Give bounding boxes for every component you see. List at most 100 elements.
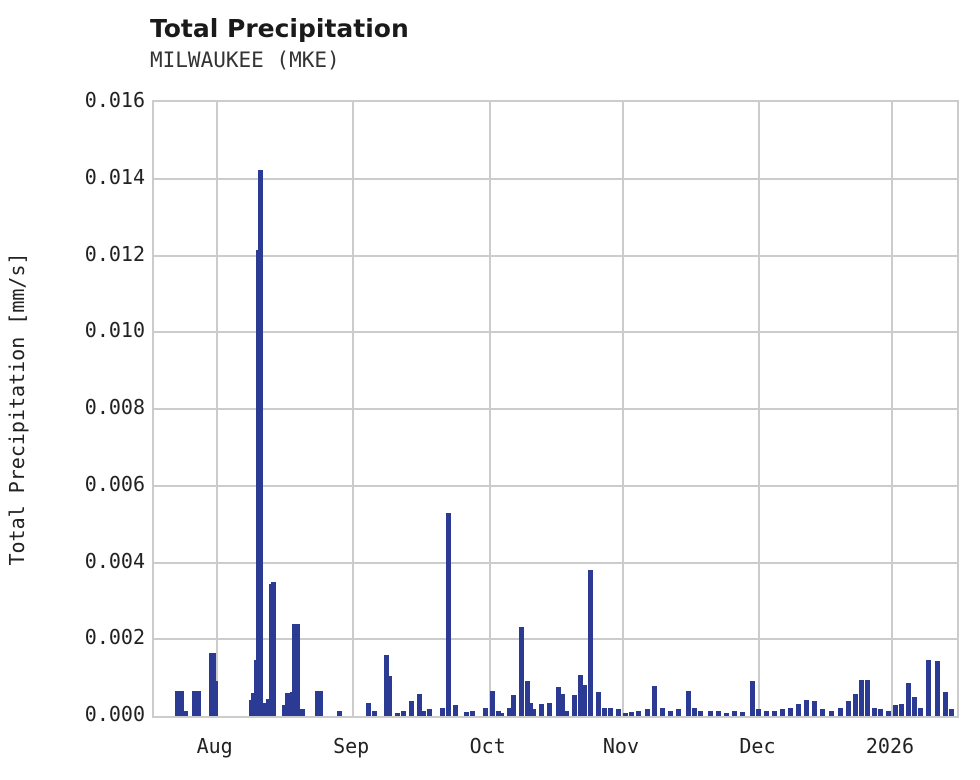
bar	[409, 701, 415, 716]
bar	[401, 711, 407, 716]
bar	[417, 693, 423, 716]
y-tick-label: 0.008	[84, 395, 145, 419]
bar	[602, 708, 608, 716]
bar	[191, 691, 197, 716]
y-tick-label: 0.004	[84, 548, 145, 573]
bar	[174, 691, 180, 716]
bar	[524, 680, 530, 716]
bar	[483, 707, 489, 716]
bar	[394, 712, 400, 716]
x-tick-label: Nov	[602, 734, 639, 758]
y-tick-label: 0.000	[84, 702, 145, 726]
bar	[317, 691, 323, 716]
bar	[749, 681, 755, 716]
x-tick-label: Dec	[739, 734, 776, 758]
bar	[446, 512, 452, 716]
bar	[571, 694, 577, 716]
bar	[178, 691, 184, 716]
bar	[195, 691, 201, 716]
bar	[510, 694, 516, 716]
bar	[452, 705, 458, 716]
bar	[820, 709, 826, 716]
bar	[698, 710, 704, 716]
bar	[439, 707, 445, 716]
gridline-vertical	[758, 102, 761, 716]
y-axis-tick-labels: 0.000 0.002 0.004 0.006 0.008 0.010 0.012 0.014…	[0, 0, 145, 780]
bar	[213, 681, 219, 716]
bar	[427, 709, 433, 716]
bar	[470, 711, 476, 716]
bar	[608, 707, 614, 716]
bar	[926, 660, 932, 716]
bar	[692, 707, 697, 716]
bar	[804, 699, 810, 716]
bar	[886, 711, 892, 716]
bar	[271, 582, 277, 716]
bar	[182, 711, 188, 716]
x-tick-label: Sep	[333, 734, 370, 758]
bar	[559, 693, 565, 716]
bar	[563, 711, 569, 716]
bar	[292, 623, 298, 716]
bar	[622, 712, 628, 716]
bar	[635, 710, 641, 716]
bar	[756, 709, 762, 716]
bar	[300, 709, 306, 716]
bar	[629, 712, 635, 716]
y-tick-label: 0.012	[84, 241, 145, 266]
bar	[489, 691, 495, 716]
bar	[386, 675, 392, 716]
bar	[685, 691, 691, 716]
bar	[878, 709, 884, 716]
bar	[865, 679, 871, 716]
bar	[547, 702, 553, 716]
bar-series	[154, 102, 957, 716]
gridline-vertical	[215, 102, 218, 716]
bar	[948, 709, 954, 716]
y-tick-label: 0.014	[84, 164, 145, 189]
bar	[852, 693, 858, 716]
gridline-horizontal	[154, 484, 957, 487]
y-tick-label: 0.002	[84, 625, 145, 650]
bar	[577, 674, 583, 716]
bar	[295, 623, 301, 716]
bar	[463, 712, 469, 716]
x-tick-label: 2026	[865, 734, 915, 758]
bar	[383, 654, 389, 716]
gridline-horizontal	[154, 177, 957, 180]
bar	[372, 711, 378, 716]
bar	[942, 692, 948, 716]
x-tick-label: Oct	[469, 734, 506, 758]
bar	[675, 709, 681, 716]
bar	[507, 707, 513, 716]
bar	[716, 711, 722, 716]
bar	[581, 684, 587, 716]
bar	[828, 711, 834, 716]
bar	[871, 707, 877, 716]
bar	[764, 711, 770, 716]
bar	[934, 661, 940, 716]
bar	[859, 679, 865, 716]
bar	[496, 711, 502, 716]
bar	[724, 712, 730, 716]
bar	[528, 702, 534, 716]
bar	[780, 709, 786, 716]
bar	[645, 709, 651, 716]
gridline-horizontal	[154, 638, 957, 641]
x-tick-label: Aug	[196, 734, 233, 758]
bar	[905, 683, 911, 716]
bar	[555, 687, 561, 716]
bar	[708, 711, 714, 716]
bar	[659, 707, 665, 716]
bar	[258, 170, 264, 716]
bar	[519, 626, 525, 716]
bar	[740, 712, 746, 716]
chart-subtitle: MILWAUKEE (MKE)	[150, 48, 340, 72]
bar	[732, 711, 738, 716]
gridline-horizontal	[154, 408, 957, 410]
y-tick-label: 0.016	[84, 88, 145, 112]
bar	[595, 692, 601, 716]
gridline-horizontal	[154, 561, 957, 564]
gridline-vertical	[352, 102, 355, 716]
bar	[365, 702, 371, 716]
